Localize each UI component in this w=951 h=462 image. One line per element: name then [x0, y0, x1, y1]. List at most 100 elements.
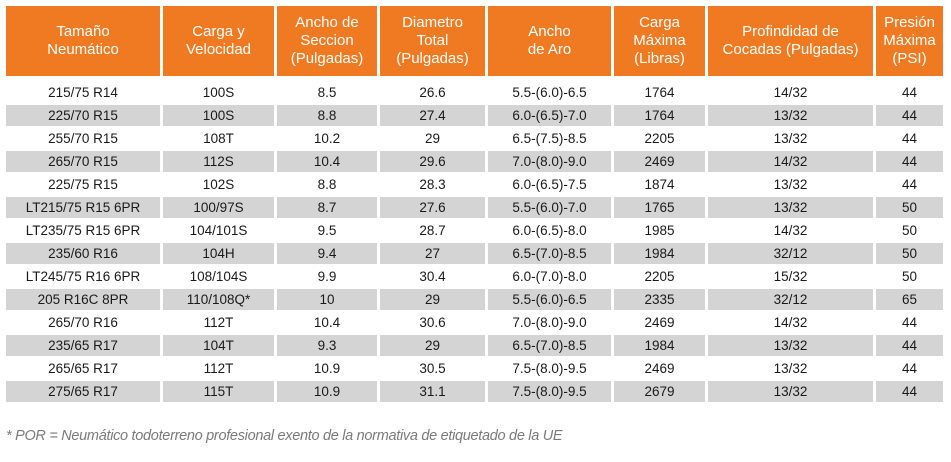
table-cell: 28.3: [380, 172, 488, 195]
table-cell: 108/104S: [163, 264, 277, 287]
table-cell: 7.5-(8.0)-9.5: [488, 379, 614, 402]
table-cell: 28.7: [380, 218, 488, 241]
table-cell: 29: [380, 333, 488, 356]
table-cell: 108T: [163, 126, 277, 149]
column-header: Ancho de Aro: [488, 6, 614, 80]
table-cell: 14/32: [708, 80, 876, 103]
table-cell: 225/75 R15: [6, 172, 163, 195]
table-cell: 10.4: [277, 310, 380, 333]
column-header: Presión Máxima (PSI): [876, 6, 943, 80]
table-cell: 7.0-(8.0)-9.0: [488, 310, 614, 333]
table-cell: 112T: [163, 356, 277, 379]
table-cell: 2469: [614, 149, 708, 172]
table-row: 235/65 R17 104T 9.3 29 6.5-(7.0)-8.5 1984 13/3…: [6, 333, 943, 356]
table-cell: LT215/75 R15 6PR: [6, 195, 163, 218]
table-cell: 10.9: [277, 356, 380, 379]
table-cell: 205 R16C 8PR: [6, 287, 163, 310]
table-row: LT245/75 R16 6PR 108/104S 9.9 30.4 6.0-(7.0)…: [6, 264, 943, 287]
table-cell: 2205: [614, 264, 708, 287]
table-cell: 5.5-(6.0)-7.0: [488, 195, 614, 218]
table-cell: 65: [876, 287, 943, 310]
table-cell: 7.0-(8.0)-9.0: [488, 149, 614, 172]
table-cell: 9.3: [277, 333, 380, 356]
table-cell: 1984: [614, 333, 708, 356]
table-cell: 265/70 R16: [6, 310, 163, 333]
table-cell: 100S: [163, 103, 277, 126]
table-cell: 5.5-(6.0)-6.5: [488, 80, 614, 103]
column-header: Tamaño Neumático: [6, 6, 163, 80]
table-row: 225/75 R15 102S 8.8 28.3 6.0-(6.5)-7.5 1874 13…: [6, 172, 943, 195]
table-cell: 235/65 R17: [6, 333, 163, 356]
table-row: LT215/75 R15 6PR 100/97S 8.7 27.6 5.5-(6.0)-…: [6, 195, 943, 218]
table-cell: 14/32: [708, 218, 876, 241]
table-cell: 5.5-(6.0)-6.5: [488, 287, 614, 310]
table-cell: 110/108Q*: [163, 287, 277, 310]
table-cell: 6.5-(7.0)-8.5: [488, 333, 614, 356]
table-cell: 9.4: [277, 241, 380, 264]
table-cell: 8.7: [277, 195, 380, 218]
column-header: Carga Máxima (Libras): [614, 6, 708, 80]
table-row: 215/75 R14 100S 8.5 26.6 5.5-(6.0)-6.5 1764 14…: [6, 80, 943, 103]
table-cell: 29.6: [380, 149, 488, 172]
table-cell: 13/32: [708, 172, 876, 195]
table-cell: 29: [380, 126, 488, 149]
table-cell: 30.4: [380, 264, 488, 287]
table-cell: 2205: [614, 126, 708, 149]
table-cell: 2469: [614, 310, 708, 333]
table-cell: 9.5: [277, 218, 380, 241]
table-cell: 10: [277, 287, 380, 310]
table-cell: 31.1: [380, 379, 488, 402]
table-cell: 50: [876, 218, 943, 241]
table-cell: 1764: [614, 80, 708, 103]
table-row: 265/70 R15 112S 10.4 29.6 7.0-(8.0)-9.0 2469 1…: [6, 149, 943, 172]
table-body: 215/75 R14 100S 8.5 26.6 5.5-(6.0)-6.5 1764 14…: [6, 80, 943, 402]
table-cell: 1984: [614, 241, 708, 264]
table-cell: 8.8: [277, 172, 380, 195]
column-header: Diametro Total (Pulgadas): [380, 6, 488, 80]
table-cell: 13/32: [708, 379, 876, 402]
table-cell: 44: [876, 310, 943, 333]
table-cell: 104/101S: [163, 218, 277, 241]
table-cell: 235/60 R16: [6, 241, 163, 264]
footnote: * POR = Neumático todoterreno profesiona…: [6, 428, 563, 444]
table-row: 275/65 R17 115T 10.9 31.1 7.5-(8.0)-9.5 2679 1…: [6, 379, 943, 402]
table-cell: 215/75 R14: [6, 80, 163, 103]
table-cell: 27.6: [380, 195, 488, 218]
table-row: LT235/75 R15 6PR 104/101S 9.5 28.7 6.0-(6.5)…: [6, 218, 943, 241]
table-cell: 2679: [614, 379, 708, 402]
table-cell: 44: [876, 356, 943, 379]
table-row: 235/60 R16 104H 9.4 27 6.5-(7.0)-8.5 1984 32/1…: [6, 241, 943, 264]
table-cell: 44: [876, 333, 943, 356]
table-cell: 6.0-(7.0)-8.0: [488, 264, 614, 287]
table-row: 265/65 R17 112T 10.9 30.5 7.5-(8.0)-9.5 2469 1…: [6, 356, 943, 379]
table-cell: 6.5-(7.0)-8.5: [488, 241, 614, 264]
table-cell: 225/70 R15: [6, 103, 163, 126]
column-header: Carga y Velocidad: [163, 6, 277, 80]
table-cell: 6.5-(7.5)-8.5: [488, 126, 614, 149]
table-cell: 104T: [163, 333, 277, 356]
column-header: Profindidad de Cocadas (Pulgadas): [708, 6, 876, 80]
tire-spec-table: Tamaño Neumático Carga y Velocidad Ancho de S…: [6, 6, 943, 402]
table-cell: 13/32: [708, 103, 876, 126]
table-cell: 104H: [163, 241, 277, 264]
table-cell: LT245/75 R16 6PR: [6, 264, 163, 287]
table-row: 265/70 R16 112T 10.4 30.6 7.0-(8.0)-9.0 2469 1…: [6, 310, 943, 333]
table-cell: 13/32: [708, 195, 876, 218]
table-cell: 8.8: [277, 103, 380, 126]
table-cell: 265/70 R15: [6, 149, 163, 172]
table-cell: 112T: [163, 310, 277, 333]
table-cell: 50: [876, 241, 943, 264]
table-cell: 1985: [614, 218, 708, 241]
table-cell: 265/65 R17: [6, 356, 163, 379]
table-row: 225/70 R15 100S 8.8 27.4 6.0-(6.5)-7.0 1764 13…: [6, 103, 943, 126]
table-cell: 10.9: [277, 379, 380, 402]
table-cell: 32/12: [708, 287, 876, 310]
table-cell: 13/32: [708, 333, 876, 356]
table-cell: 10.2: [277, 126, 380, 149]
table-cell: 44: [876, 149, 943, 172]
table-cell: 26.6: [380, 80, 488, 103]
table-cell: 112S: [163, 149, 277, 172]
table-cell: 6.0-(6.5)-8.0: [488, 218, 614, 241]
table-cell: 1765: [614, 195, 708, 218]
table-cell: 44: [876, 126, 943, 149]
